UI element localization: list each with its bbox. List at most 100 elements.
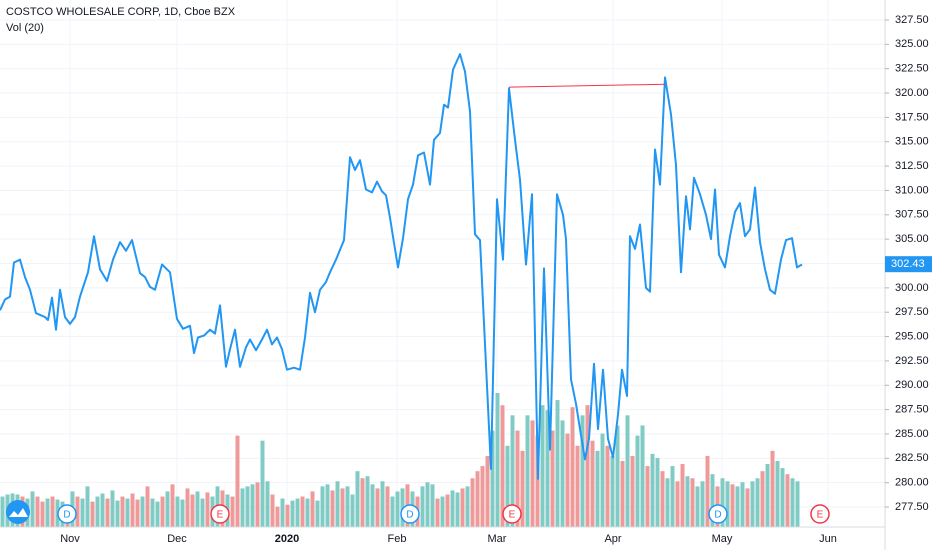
volume-bar bbox=[540, 405, 545, 527]
volume-bar bbox=[795, 481, 800, 527]
volume-bar bbox=[300, 496, 305, 527]
volume-bar bbox=[735, 486, 740, 527]
event-label: D bbox=[714, 510, 721, 521]
event-marker bbox=[57, 504, 77, 524]
volume-bar bbox=[195, 491, 200, 527]
volume-bar bbox=[785, 474, 790, 527]
volume-bar bbox=[290, 500, 295, 527]
volume-bar bbox=[575, 445, 580, 527]
y-tick-label: 312.50 bbox=[895, 160, 929, 172]
event-marker bbox=[810, 504, 830, 524]
volume-bar bbox=[485, 455, 490, 527]
volume-bar bbox=[475, 471, 480, 527]
volume-bar bbox=[100, 493, 105, 527]
volume-bar bbox=[765, 464, 770, 527]
volume-bar bbox=[125, 498, 130, 527]
y-tick-label: 300.00 bbox=[895, 282, 929, 294]
volume-bar bbox=[610, 455, 615, 527]
event-label: E bbox=[817, 510, 824, 521]
volume-bar bbox=[500, 405, 505, 527]
volume-bar bbox=[645, 466, 650, 527]
volume-bar bbox=[445, 494, 450, 527]
volume-bar bbox=[705, 455, 710, 527]
volume-bar bbox=[780, 468, 785, 527]
volume-bar bbox=[790, 478, 795, 527]
price-line bbox=[0, 53, 803, 480]
volume-bar bbox=[585, 405, 590, 527]
volume-bar bbox=[520, 450, 525, 527]
last-price-label: 302.43 bbox=[891, 258, 925, 270]
volume-bar bbox=[740, 482, 745, 527]
x-tick-label: Jun bbox=[819, 533, 837, 545]
volume-bar bbox=[535, 435, 540, 527]
volume-bar bbox=[770, 450, 775, 527]
volume-bar bbox=[75, 496, 80, 527]
x-tick-label: Nov bbox=[60, 533, 80, 545]
volume-bar bbox=[760, 471, 765, 527]
volume-bar bbox=[675, 481, 680, 527]
event-marker bbox=[210, 504, 230, 524]
y-tick-label: 325.00 bbox=[895, 38, 929, 50]
logo bbox=[6, 500, 30, 524]
volume-bar bbox=[555, 400, 560, 527]
volume-bar bbox=[345, 486, 350, 527]
volume-bar bbox=[470, 478, 475, 527]
volume-bar bbox=[525, 415, 530, 527]
volume-bar bbox=[435, 498, 440, 527]
volume-bar bbox=[120, 496, 125, 527]
volume-bar bbox=[710, 474, 715, 527]
x-tick-label: May bbox=[712, 533, 733, 545]
volume-bar bbox=[250, 484, 255, 527]
volume-bar bbox=[325, 484, 330, 527]
volume-bar bbox=[560, 420, 565, 527]
y-tick-label: 295.00 bbox=[895, 330, 929, 342]
volume-bar bbox=[35, 496, 40, 527]
volume-bar bbox=[455, 492, 460, 527]
volume-bar bbox=[180, 499, 185, 527]
volume-bar bbox=[375, 488, 380, 527]
y-tick-label: 282.50 bbox=[895, 452, 929, 464]
y-tick-label: 280.00 bbox=[895, 477, 929, 489]
volume-bar bbox=[440, 496, 445, 527]
volume-bar bbox=[685, 476, 690, 527]
x-tick-label: 2020 bbox=[275, 533, 299, 545]
volume-bar bbox=[625, 415, 630, 527]
volume-bar bbox=[545, 410, 550, 527]
volume-bar bbox=[350, 494, 355, 527]
volume-bar bbox=[115, 500, 120, 527]
y-tick-label: 310.00 bbox=[895, 184, 929, 196]
volume-bar bbox=[605, 445, 610, 527]
volume-bar bbox=[695, 486, 700, 527]
volume-bar bbox=[670, 466, 675, 527]
y-tick-label: 277.50 bbox=[895, 501, 929, 513]
volume-bar bbox=[360, 478, 365, 527]
y-tick-label: 322.50 bbox=[895, 63, 929, 75]
volume-bar bbox=[280, 498, 285, 527]
volume-bar bbox=[155, 501, 160, 527]
y-tick-label: 315.00 bbox=[895, 136, 929, 148]
volume-bar bbox=[320, 486, 325, 527]
volume-bar bbox=[110, 490, 115, 527]
volume-bar bbox=[265, 481, 270, 527]
volume-bar bbox=[565, 433, 570, 527]
event-label: E bbox=[217, 510, 224, 521]
x-tick-label: Apr bbox=[604, 533, 621, 545]
volume-bar bbox=[570, 407, 575, 527]
volume-bar bbox=[400, 488, 405, 527]
volume-bar bbox=[205, 492, 210, 527]
volume-bar bbox=[425, 482, 430, 527]
volume-bar bbox=[245, 486, 250, 527]
volume-bar bbox=[240, 488, 245, 527]
trend-line bbox=[508, 83, 666, 88]
volume-bar bbox=[450, 490, 455, 527]
volume-bar bbox=[530, 420, 535, 527]
last-price-box bbox=[885, 256, 932, 273]
volume-bar bbox=[285, 504, 290, 527]
volume-bar bbox=[175, 496, 180, 527]
volume-bar bbox=[170, 484, 175, 527]
y-tick-label: 305.00 bbox=[895, 233, 929, 245]
x-tick-label: Dec bbox=[167, 533, 187, 545]
volume-bar bbox=[270, 494, 275, 527]
volume-bar bbox=[510, 415, 515, 527]
x-tick-label: Feb bbox=[388, 533, 407, 545]
